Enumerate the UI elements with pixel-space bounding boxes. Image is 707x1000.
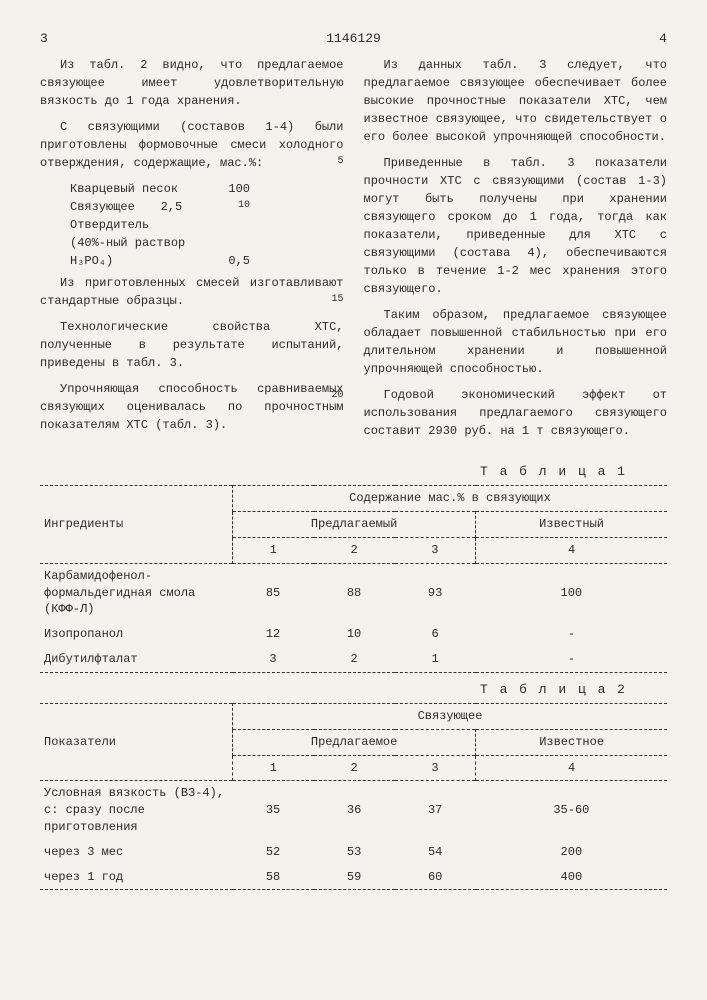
table-cell: 35-60 — [476, 781, 667, 840]
table-header: Ингредиенты — [40, 486, 233, 563]
mix-value: 2,5 — [161, 198, 183, 216]
table1-label: Т а б л и ц а 1 — [40, 463, 627, 481]
col-number: 1 — [233, 537, 314, 563]
table-cell: 3 — [233, 647, 314, 672]
mix-value: 100 — [228, 180, 250, 198]
line-number: 15 — [311, 292, 343, 307]
table2-label: Т а б л и ц а 2 — [40, 681, 627, 699]
table-subheader: Предлагаемый — [233, 512, 476, 538]
col-number: 3 — [395, 755, 476, 781]
table-cell: 37 — [395, 781, 476, 840]
mix-label: Отвердитель — [70, 216, 149, 234]
mix-label: H₃PO₄) — [70, 252, 113, 270]
table-cell: 53 — [314, 840, 395, 865]
table-cell: 60 — [395, 865, 476, 890]
table-cell: 2 — [314, 647, 395, 672]
table-row-label: через 3 мес — [40, 840, 233, 865]
table-cell: 52 — [233, 840, 314, 865]
text-columns: Из табл. 2 видно, что предлагаемое связу… — [40, 56, 667, 448]
table-cell: 58 — [233, 865, 314, 890]
left-column: Из табл. 2 видно, что предлагаемое связу… — [40, 56, 344, 448]
table2: Показатели Связующее Предлагаемое Извест… — [40, 703, 667, 890]
col-number: 2 — [314, 755, 395, 781]
paragraph: Из табл. 2 видно, что предлагаемое связу… — [40, 56, 344, 110]
paragraph: Упрочняющая способность сравниваемых свя… — [40, 380, 344, 434]
col-number: 1 — [233, 755, 314, 781]
table-cell: 54 — [395, 840, 476, 865]
table-cell: - — [476, 647, 667, 672]
table-row-label: Условная вязкость (ВЗ-4), с: сразу после… — [40, 781, 233, 840]
mixture-list: Кварцевый песок 100 Связующее 2,5 10 Отверд… — [70, 180, 344, 270]
paragraph: Технологические свойства ХТС, полученные… — [40, 318, 344, 372]
paragraph: С связующими (составов 1-4) были пригото… — [40, 118, 344, 172]
table-cell: 93 — [395, 563, 476, 622]
table-cell: 85 — [233, 563, 314, 622]
page-number-left: 3 — [40, 30, 48, 48]
table-header: Содержание мас.% в связующих — [233, 486, 668, 512]
table-cell: 400 — [476, 865, 667, 890]
page-header: 3 1146129 4 — [40, 30, 667, 48]
paragraph: Из приготовленных смесей изготавливают с… — [40, 274, 344, 310]
col-number: 3 — [395, 537, 476, 563]
right-column: Из данных табл. 3 следует, что предлагае… — [364, 56, 668, 448]
mix-label: Связующее — [70, 198, 135, 216]
mix-label: (40%-ный раствор — [70, 234, 185, 252]
table-cell: 36 — [314, 781, 395, 840]
table-subheader: Предлагаемое — [233, 729, 476, 755]
table-row-label: Карбамидофенол-формальдегидная смола (КФ… — [40, 563, 233, 622]
table-subheader: Известный — [476, 512, 667, 538]
table-row-label: через 1 год — [40, 865, 233, 890]
line-number: 10 — [238, 198, 250, 216]
col-number: 4 — [476, 537, 667, 563]
mix-label: Кварцевый песок — [70, 180, 178, 198]
table-cell: 88 — [314, 563, 395, 622]
document-number: 1146129 — [326, 30, 381, 48]
table-cell: 1 — [395, 647, 476, 672]
mix-value: 0,5 — [228, 252, 250, 270]
paragraph: Таким образом, предлагаемое связующее об… — [364, 306, 668, 378]
table-subheader: Известное — [476, 729, 667, 755]
table-cell: 6 — [395, 622, 476, 647]
paragraph: Из данных табл. 3 следует, что предлагае… — [364, 56, 668, 146]
line-number: 5 — [317, 154, 343, 169]
table-cell: 59 — [314, 865, 395, 890]
table-cell: 200 — [476, 840, 667, 865]
table-cell: 12 — [233, 622, 314, 647]
table-cell: 10 — [314, 622, 395, 647]
table-cell: 35 — [233, 781, 314, 840]
paragraph: Годовой экономический эффект от использо… — [364, 386, 668, 440]
col-number: 2 — [314, 537, 395, 563]
table-header: Связующее — [233, 703, 668, 729]
page-number-right: 4 — [659, 30, 667, 48]
table1: Ингредиенты Содержание мас.% в связующих… — [40, 485, 667, 672]
table-cell: - — [476, 622, 667, 647]
table-row-label: Дибутилфталат — [40, 647, 233, 672]
table-header: Показатели — [40, 703, 233, 780]
table-cell: 100 — [476, 563, 667, 622]
paragraph: Приведенные в табл. 3 показатели прочнос… — [364, 154, 668, 298]
table-row-label: Изопропанол — [40, 622, 233, 647]
col-number: 4 — [476, 755, 667, 781]
